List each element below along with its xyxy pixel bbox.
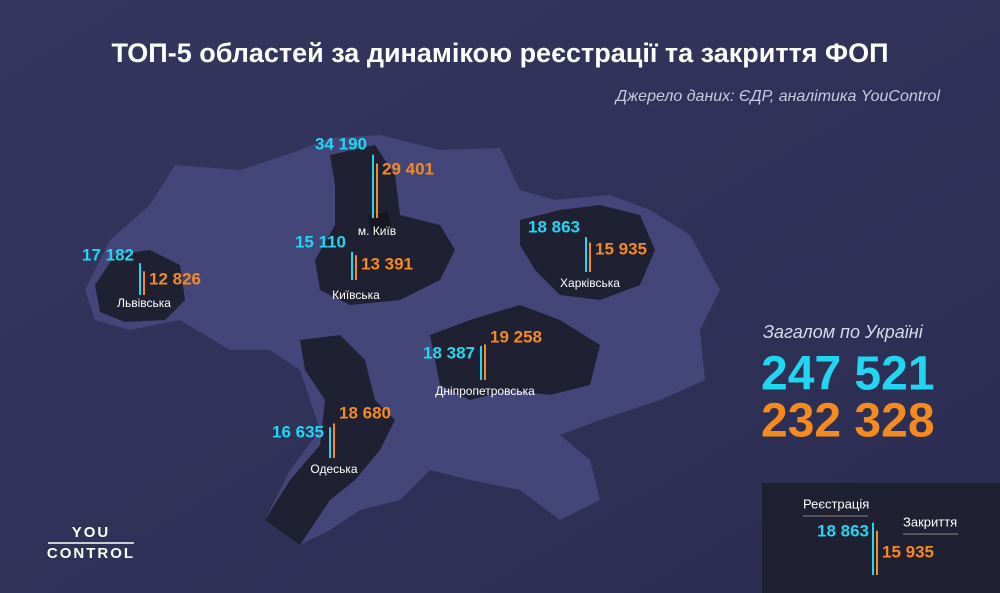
closed-bar bbox=[355, 255, 357, 280]
legend-registered-title: Реєстрація bbox=[803, 496, 869, 511]
registered-bar bbox=[351, 252, 353, 280]
registered-bar bbox=[139, 263, 141, 295]
kharkiv-region bbox=[520, 205, 655, 300]
dnipro-region bbox=[430, 305, 600, 400]
registered-value: 17 182 bbox=[82, 245, 134, 264]
closed-bar bbox=[376, 163, 378, 218]
registered-value: 18 387 bbox=[423, 343, 475, 362]
title: ТОП-5 областей за динамікою реєстрації т… bbox=[111, 38, 888, 68]
registered-bar bbox=[585, 237, 587, 272]
closed-bar bbox=[143, 271, 145, 295]
source: Джерело даних: ЄДР, аналітика YouControl bbox=[614, 88, 941, 105]
legend-registered-value: 18 863 bbox=[817, 521, 869, 540]
closed-bar bbox=[484, 344, 486, 380]
closed-value: 19 258 bbox=[490, 327, 542, 346]
legend-bars bbox=[872, 522, 878, 575]
registered-bar bbox=[480, 345, 482, 380]
totals-caption: Загалом по Україні bbox=[763, 322, 924, 342]
total-registered: 247 521 bbox=[761, 348, 935, 401]
registered-bar bbox=[329, 427, 331, 458]
region-name: Львівська bbox=[117, 296, 171, 310]
region-markers: 34 190 29 401 м. Київ 15 110 13 391 Київська 1… bbox=[82, 134, 647, 476]
logo-top: YOU bbox=[72, 524, 111, 541]
total-closed: 232 328 bbox=[761, 395, 935, 448]
legend-closed-value: 15 935 bbox=[882, 542, 934, 561]
registered-value: 15 110 bbox=[295, 232, 346, 251]
registered-value: 16 635 bbox=[272, 422, 324, 441]
closed-value: 18 680 bbox=[339, 403, 391, 422]
legend-closed-bar bbox=[876, 530, 878, 575]
closed-value: 12 826 bbox=[149, 269, 201, 288]
registered-value: 34 190 bbox=[315, 134, 367, 153]
region-name: Дніпропетровська bbox=[435, 384, 535, 398]
legend-registered-bar bbox=[872, 522, 874, 575]
registered-bar bbox=[372, 154, 374, 218]
region-name: Київська bbox=[332, 288, 380, 302]
closed-value: 13 391 bbox=[361, 254, 413, 273]
legend-closed-title: Закриття bbox=[903, 514, 957, 529]
closed-bar bbox=[333, 423, 335, 458]
closed-value: 29 401 bbox=[382, 159, 434, 178]
region-name: м. Київ bbox=[358, 224, 396, 238]
closed-value: 15 935 bbox=[595, 239, 647, 258]
region-name: Харківська bbox=[560, 276, 620, 290]
closed-bar bbox=[589, 242, 591, 272]
legend-box bbox=[762, 483, 1000, 593]
region-name: Одеська bbox=[310, 462, 358, 476]
logo-bottom: CONTROL bbox=[47, 545, 135, 562]
registered-value: 18 863 bbox=[528, 217, 580, 236]
